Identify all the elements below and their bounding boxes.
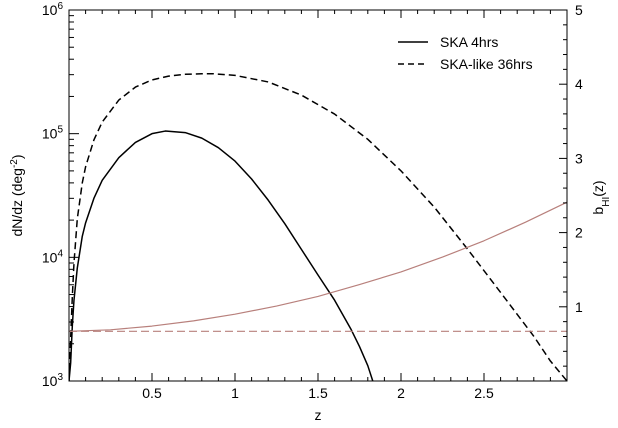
x-tick-label-4: 2.5 [474,385,494,401]
y-left-tick-label-3: 106 [42,1,64,18]
plot-lines [69,73,567,381]
x-tick-label-3: 2 [397,385,405,401]
y-right-tick-label-0: 1 [575,299,583,315]
x-tick-label-0: 0.5 [142,385,162,401]
y-axis-left-title-sup: -2 [9,159,20,168]
legend-label-ska-like-36hrs: SKA-like 36hrs [440,56,533,72]
y-axis-right-title-base: b [590,207,606,215]
y-axis-right-title-end: (z) [590,180,606,196]
legend-label-ska-4hrs: SKA 4hrs [440,34,498,50]
y-axis-left-title: dN/dz (deg-2) [9,154,26,236]
x-tick-label-1: 1 [231,385,239,401]
y-axis-left-title-end: ) [9,154,25,159]
legend: SKA 4hrs SKA-like 36hrs [398,34,533,72]
y-left-tick-label-0: 103 [42,372,64,389]
y-right-tick-label-2: 3 [575,150,583,166]
series-line-0 [69,130,374,381]
series-line-2 [69,201,567,332]
x-axis-title: z [315,407,322,423]
y-left-tick-label-2: 105 [42,125,64,142]
y-axis-right-title: bHI(z) [590,180,612,214]
y-right-tick-label-1: 2 [575,225,583,241]
x-tick-label-2: 1.5 [308,385,328,401]
y-left-tick-label-1: 104 [42,248,64,265]
series-line-1 [69,73,567,381]
y-axis-right-title-sub: HI [601,197,612,207]
tick-labels: 0.5 1 1.5 2 2.5 103 104 105 106 1 2 3 4 5 [42,1,583,401]
y-right-tick-label-4: 5 [575,2,583,18]
y-axis-left-title-base: dN/dz (deg [9,168,25,236]
y-right-tick-label-3: 4 [575,76,583,92]
tick-marks [69,9,567,382]
